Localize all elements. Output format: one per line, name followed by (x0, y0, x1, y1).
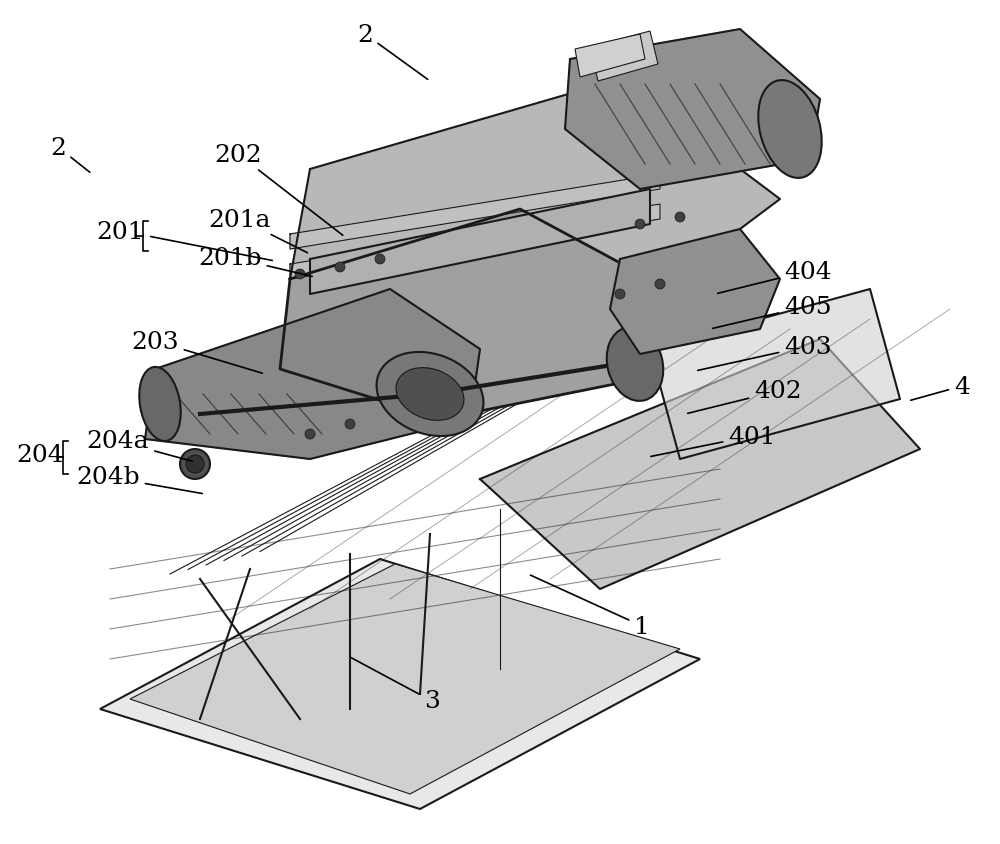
Circle shape (655, 279, 665, 289)
Polygon shape (280, 210, 650, 419)
Polygon shape (610, 230, 780, 354)
Text: 404: 404 (718, 260, 832, 294)
Text: 401: 401 (651, 425, 776, 457)
Text: 1: 1 (531, 576, 650, 638)
Text: 405: 405 (713, 295, 832, 329)
Polygon shape (130, 565, 680, 794)
Ellipse shape (607, 327, 663, 402)
Text: 203: 203 (131, 330, 262, 374)
Text: 201b: 201b (198, 246, 312, 277)
Polygon shape (310, 190, 650, 295)
Circle shape (295, 270, 305, 279)
Circle shape (305, 430, 315, 440)
Polygon shape (480, 339, 920, 589)
Text: 202: 202 (214, 143, 343, 236)
Text: 201a: 201a (209, 208, 308, 253)
Text: 402: 402 (688, 380, 802, 414)
Circle shape (345, 419, 355, 430)
Polygon shape (290, 175, 660, 250)
Circle shape (615, 289, 625, 300)
Text: 204: 204 (16, 443, 64, 466)
Circle shape (375, 255, 385, 265)
Circle shape (635, 219, 645, 230)
Polygon shape (290, 80, 780, 279)
Text: 3: 3 (350, 657, 440, 712)
Circle shape (335, 262, 345, 273)
Polygon shape (145, 289, 480, 459)
Text: 204a: 204a (87, 430, 192, 462)
Text: 4: 4 (911, 375, 970, 401)
Polygon shape (575, 35, 645, 78)
Polygon shape (290, 205, 660, 279)
Text: 201: 201 (96, 220, 144, 243)
Text: 204b: 204b (76, 466, 202, 494)
Ellipse shape (396, 368, 464, 421)
Polygon shape (590, 32, 658, 82)
Ellipse shape (377, 353, 483, 436)
Circle shape (186, 456, 204, 473)
Ellipse shape (758, 81, 822, 179)
Ellipse shape (139, 367, 181, 441)
Polygon shape (100, 560, 700, 809)
Text: 2: 2 (50, 137, 90, 173)
Text: 403: 403 (698, 335, 832, 371)
Text: 2: 2 (357, 24, 428, 80)
Polygon shape (565, 30, 820, 190)
Circle shape (675, 213, 685, 223)
Circle shape (180, 450, 210, 479)
Polygon shape (650, 289, 900, 459)
